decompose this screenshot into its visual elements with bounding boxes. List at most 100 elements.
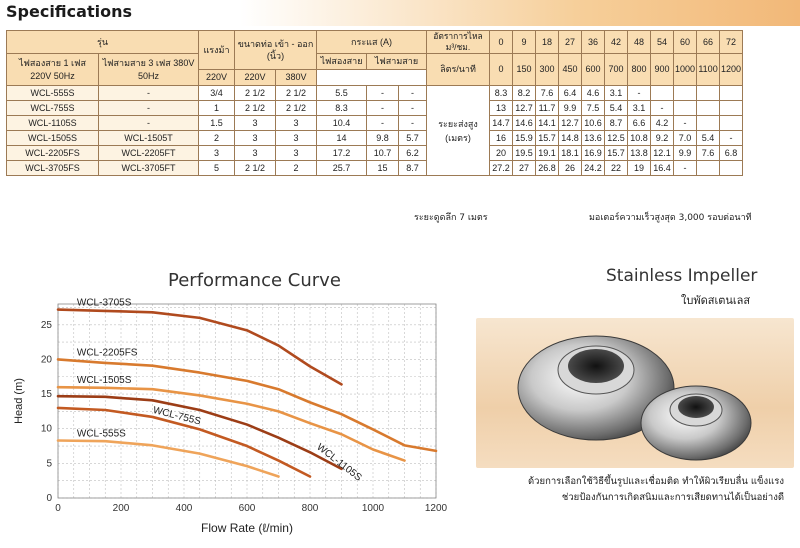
model-single-cell: WCL-2205FS bbox=[6, 145, 99, 161]
hp-cell: 2 bbox=[198, 130, 235, 146]
model-single-cell: WCL-1105S bbox=[6, 115, 99, 131]
head-value-cell: 19.5 bbox=[512, 145, 536, 161]
x-tick-label: 400 bbox=[176, 503, 193, 514]
x-tick-label: 1200 bbox=[425, 503, 448, 514]
flow-m3h: 72 bbox=[719, 30, 744, 54]
head-value-cell: 13.8 bbox=[627, 145, 651, 161]
model-three-cell: WCL-1505T bbox=[98, 130, 199, 146]
head-value-cell: 7.5 bbox=[581, 100, 605, 116]
head-value-cell: - bbox=[672, 160, 698, 176]
current-single-cell: 17.2 bbox=[316, 145, 367, 161]
head-value-cell: 12.7 bbox=[512, 100, 536, 116]
y-tick-label: 5 bbox=[46, 458, 52, 469]
head-value-cell bbox=[719, 100, 744, 116]
pipe-in-cell: 2 1/2 bbox=[234, 85, 276, 101]
x-tick-label: 0 bbox=[55, 503, 61, 514]
col-v380: 380V bbox=[275, 69, 317, 86]
current-three-220-cell: - bbox=[366, 85, 399, 101]
head-value-cell: 8.2 bbox=[512, 85, 536, 101]
table-row: WCL-2205FS WCL-2205FT 3 3 3 17.2 10.7 6.2 20 19.5… bbox=[6, 145, 744, 161]
head-value-cell: 15.7 bbox=[604, 145, 628, 161]
flow-lpm: 600 bbox=[581, 53, 605, 86]
pipe-in-cell: 2 1/2 bbox=[234, 100, 276, 116]
model-three-cell: - bbox=[98, 100, 199, 116]
flow-m3h: 48 bbox=[627, 30, 651, 54]
head-value-cell: 27 bbox=[512, 160, 536, 176]
pipe-in-cell: 3 bbox=[234, 130, 276, 146]
head-value-cell: 9.9 bbox=[672, 145, 698, 161]
flow-lpm: 1000 bbox=[672, 53, 698, 86]
flow-lpm: 0 bbox=[489, 53, 513, 86]
table-row: WCL-755S -1 2 1/2 2 1/2 8.3- -13 12.7 11.7 9.9 7.… bbox=[6, 100, 744, 116]
head-value-cell: 6.8 bbox=[719, 145, 744, 161]
head-value-cell: 13.6 bbox=[581, 130, 605, 146]
head-value-cell: 12.1 bbox=[650, 145, 674, 161]
pipe-out-cell: 2 bbox=[275, 160, 317, 176]
performance-chart: 0 200 400 600 800 1000 1200 0 5 10 15 20 25 Flow Rate… bbox=[0, 286, 460, 548]
head-value-cell: 5.4 bbox=[604, 100, 628, 116]
hp-cell: 1 bbox=[198, 100, 235, 116]
col-flow-lpm: ลิตร/นาที bbox=[426, 53, 490, 86]
head-value-cell bbox=[672, 100, 698, 116]
model-single-cell: WCL-1505S bbox=[6, 130, 99, 146]
head-value-cell bbox=[719, 115, 744, 131]
col-v220b: 220V bbox=[234, 69, 276, 86]
current-three-380-cell: - bbox=[398, 100, 427, 116]
head-value-cell: 14.1 bbox=[535, 115, 559, 131]
performance-curve-title: Performance Curve bbox=[168, 270, 341, 291]
series-line-wcl-3705s bbox=[56, 308, 343, 386]
head-value-cell bbox=[696, 85, 721, 101]
model-three-cell: WCL-2205FT bbox=[98, 145, 199, 161]
current-three-220-cell: 15 bbox=[366, 160, 399, 176]
table-row: WCL-1505S WCL-1505T 2 3 3 14 9.8 5.7 16 15.9 15.7 1… bbox=[6, 130, 744, 146]
pipe-in-cell: 2 1/2 bbox=[234, 160, 276, 176]
y-tick-label: 15 bbox=[41, 389, 53, 400]
flow-lpm: 1200 bbox=[719, 53, 744, 86]
flow-lpm: 700 bbox=[604, 53, 628, 86]
current-single-cell: 5.5 bbox=[316, 85, 367, 101]
head-value-cell: 12.5 bbox=[604, 130, 628, 146]
head-value-cell: - bbox=[719, 130, 744, 146]
table-row: WCL-555S -3/4 2 1/2 2 1/2 5.5- - ระยะส่งสูง (เ… bbox=[6, 85, 744, 176]
x-axis-label: Flow Rate (ℓ/min) bbox=[201, 521, 293, 535]
spec-table: รุ่น แรงม้า ขนาดท่อ เข้า - ออก (นิ้ว) กร… bbox=[6, 30, 744, 176]
small-impeller bbox=[640, 385, 752, 461]
current-three-220-cell: - bbox=[366, 115, 399, 131]
current-single-cell: 25.7 bbox=[316, 160, 367, 176]
head-value-cell: 16.4 bbox=[650, 160, 674, 176]
impeller-caption-line-2: ช่วยป้องกันการเกิดสนิมและการเสียดทานได้เ… bbox=[561, 492, 784, 503]
large-impeller bbox=[517, 335, 675, 441]
model-single-cell: WCL-555S bbox=[6, 85, 99, 101]
series-line-wcl-1505s bbox=[56, 385, 406, 462]
x-tick-label: 200 bbox=[113, 503, 130, 514]
head-value-cell: 26 bbox=[558, 160, 582, 176]
y-tick-label: 25 bbox=[41, 320, 53, 331]
head-value-cell: 10.6 bbox=[581, 115, 605, 131]
pipe-out-cell: 3 bbox=[275, 115, 317, 131]
plot-frame bbox=[57, 303, 437, 499]
current-three-380-cell: 6.2 bbox=[398, 145, 427, 161]
head-value-cell: 14.7 bbox=[489, 115, 513, 131]
hp-cell: 1.5 bbox=[198, 115, 235, 131]
motor-speed-note: มอเตอร์ความเร็วสูงสุด 3,000 รอบต่อนาที bbox=[589, 213, 752, 223]
head-value-cell: 9.2 bbox=[650, 130, 674, 146]
pipe-out-cell: 3 bbox=[275, 145, 317, 161]
flow-lpm: 150 bbox=[512, 53, 536, 86]
x-tick-label: 1000 bbox=[362, 503, 385, 514]
head-value-cell: 26.8 bbox=[535, 160, 559, 176]
model-three-cell: - bbox=[98, 115, 199, 131]
y-tick-label: 0 bbox=[46, 493, 52, 504]
model-single-cell: WCL-755S bbox=[6, 100, 99, 116]
x-tick-label: 600 bbox=[239, 503, 256, 514]
hp-cell: 5 bbox=[198, 160, 235, 176]
head-value-cell: 15.9 bbox=[512, 130, 536, 146]
col-cur-single: ไฟสองสาย bbox=[316, 53, 367, 70]
performance-chart-svg: 0 200 400 600 800 1000 1200 0 5 10 15 20 25 Flow Rate… bbox=[13, 298, 448, 535]
flow-m3h: 42 bbox=[604, 30, 628, 54]
series-line-wcl-555s bbox=[56, 439, 280, 478]
head-value-cell: 18.1 bbox=[558, 145, 582, 161]
table-row: WCL-1105S -1.5 3 3 10.4- -14.7 14.6 14.1 12.7 10.… bbox=[6, 115, 744, 131]
head-value-cell: 5.4 bbox=[696, 130, 721, 146]
impeller-image bbox=[476, 318, 794, 468]
impeller-title: Stainless Impeller bbox=[606, 266, 758, 286]
